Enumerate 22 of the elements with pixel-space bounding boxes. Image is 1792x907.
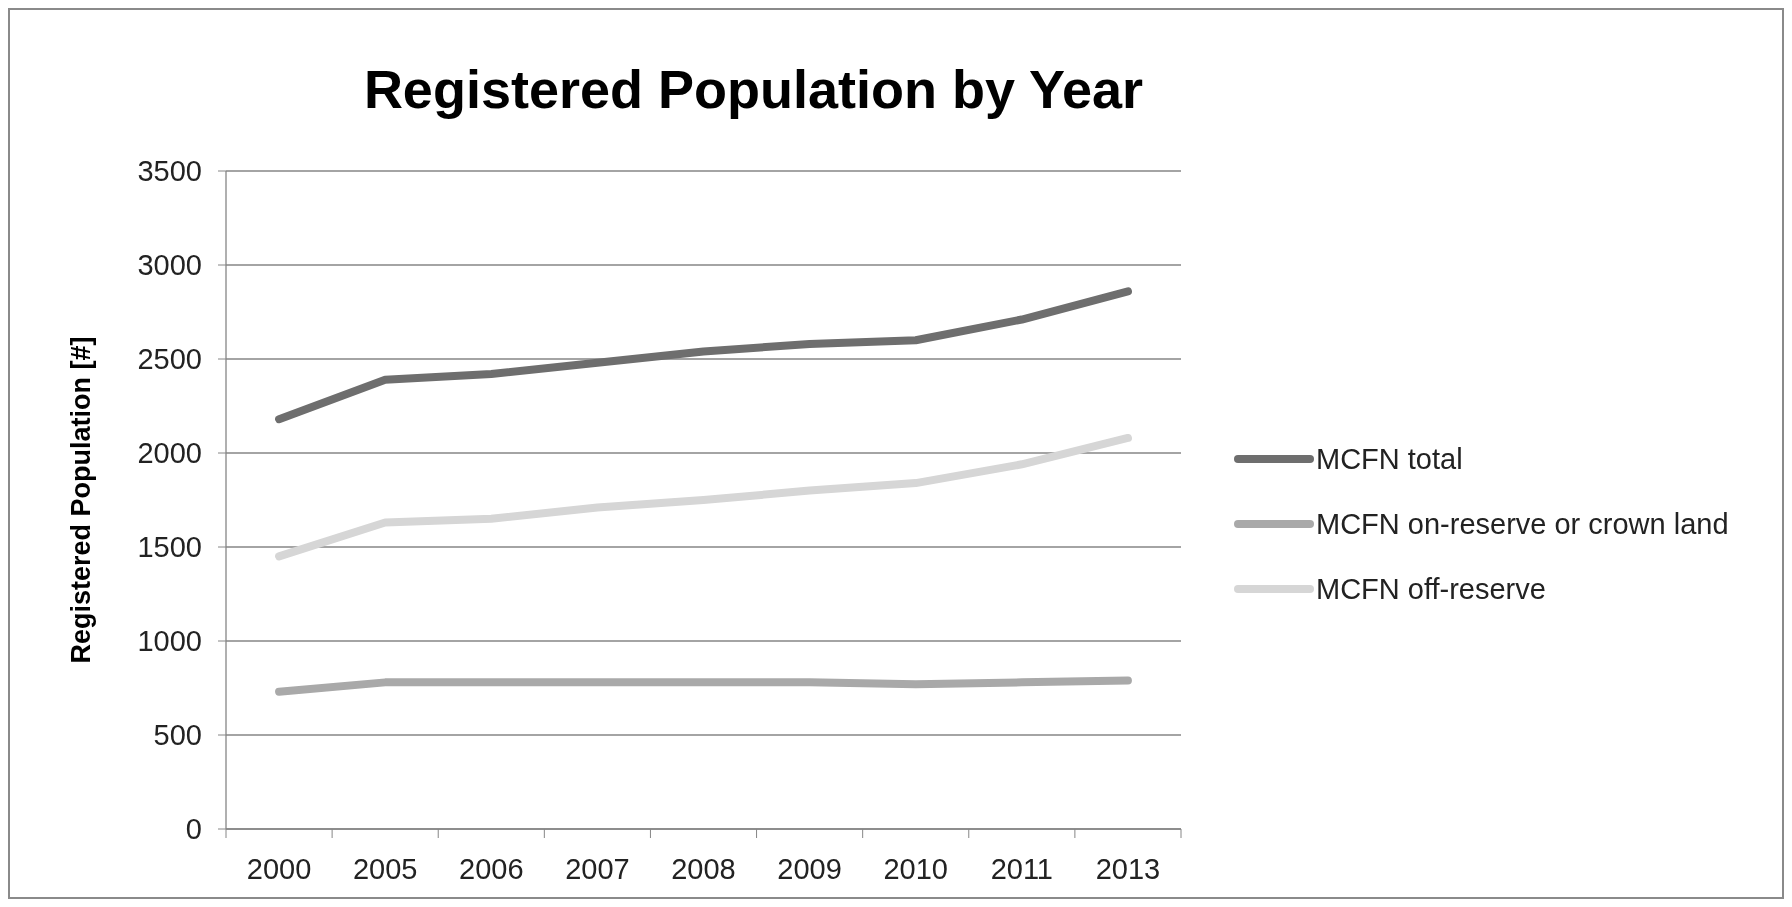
- x-tick-label: 2005: [352, 853, 418, 885]
- y-tick-label: 0: [185, 813, 202, 846]
- legend-label: MCFN total: [1316, 443, 1463, 476]
- x-tick-label: 2000: [246, 853, 312, 885]
- y-tick-label: 1000: [137, 625, 202, 658]
- y-tick-label: 1500: [137, 531, 202, 564]
- y-tick-label: 3000: [137, 249, 202, 282]
- x-tick-label: 2009: [777, 853, 842, 885]
- y-tick-label: 3500: [137, 155, 202, 188]
- x-tick-label: 2013: [1095, 853, 1161, 885]
- chart-title: Registered Population by Year: [363, 59, 1144, 119]
- x-tick-label: 2010: [883, 853, 948, 885]
- y-axis-title: Registered Population [#]: [66, 336, 96, 664]
- x-tick-label: 2011: [990, 853, 1054, 885]
- legend-label: MCFN off-reserve: [1316, 573, 1546, 606]
- y-tick-label: 500: [153, 719, 202, 752]
- y-tick-label: 2000: [137, 437, 202, 470]
- x-tick-label: 2008: [671, 853, 736, 885]
- x-tick-label: 2007: [565, 853, 630, 885]
- x-tick-label: 2006: [459, 853, 524, 885]
- y-tick-label: 2500: [137, 343, 202, 376]
- legend-label: MCFN on-reserve or crown land: [1316, 508, 1729, 541]
